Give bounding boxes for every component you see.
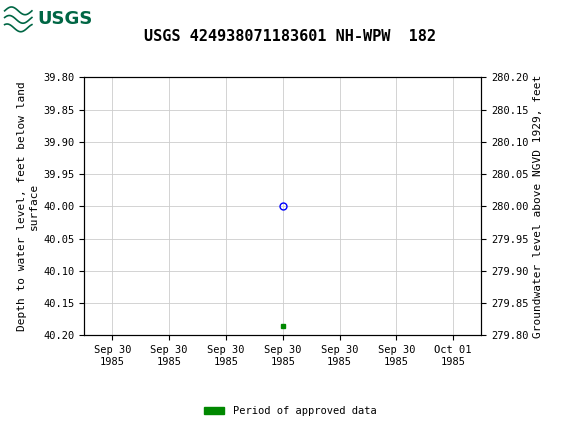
Legend: Period of approved data: Period of approved data [200,402,380,421]
Y-axis label: Depth to water level, feet below land
surface: Depth to water level, feet below land su… [17,82,39,331]
Text: USGS: USGS [38,10,93,28]
FancyBboxPatch shape [3,3,70,36]
Text: USGS 424938071183601 NH-WPW  182: USGS 424938071183601 NH-WPW 182 [144,29,436,44]
Y-axis label: Groundwater level above NGVD 1929, feet: Groundwater level above NGVD 1929, feet [533,75,543,338]
